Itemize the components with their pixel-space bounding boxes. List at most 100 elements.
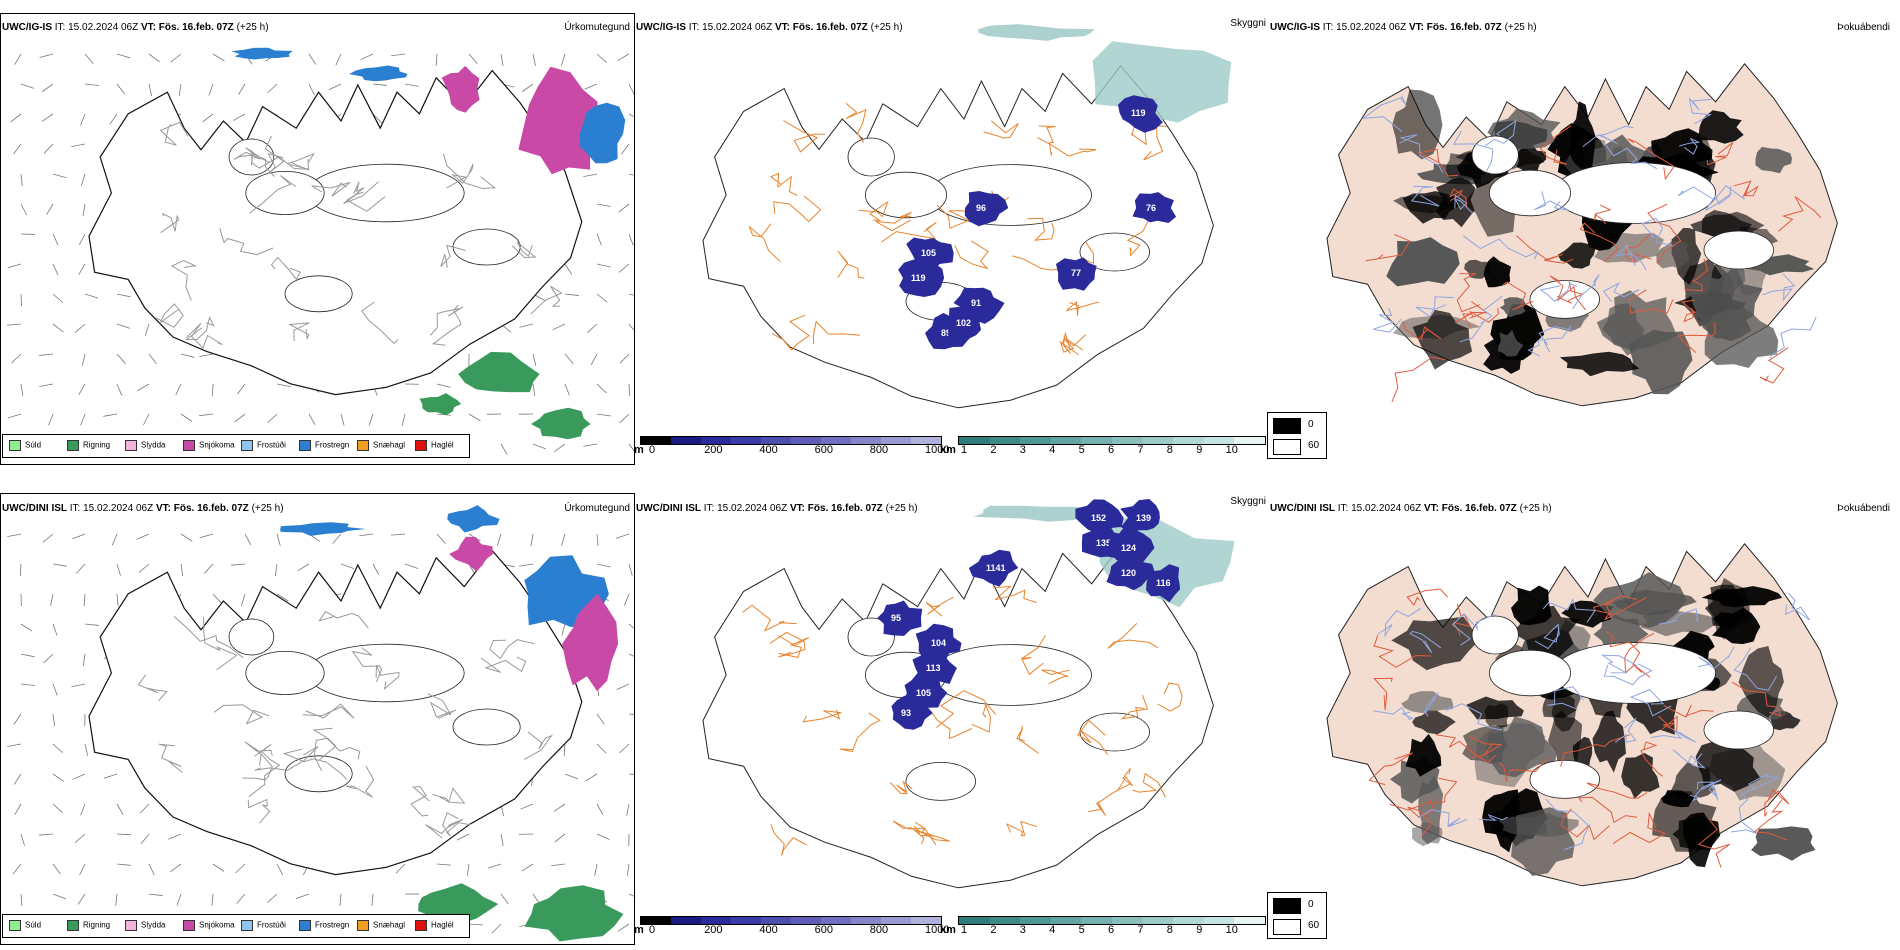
visibility-scale-step [1081,917,1112,924]
cloud-base-label: 116 [1156,578,1171,588]
lead-time: (+25 h) [1519,503,1552,514]
height-scale-tick: 0 [649,924,656,936]
legend-label: Slydda [141,440,166,450]
lead-time: (+25 h) [251,503,284,514]
cloud-base-label: 152 [1091,513,1106,523]
row1-cloud-header: UWC/IG-IS IT: 15.02.2024 06Z VT: Fös. 16… [636,22,903,33]
cloud-panel-title: Skyggni [1230,496,1266,507]
lead-time: (+25 h) [236,22,269,33]
fog-swatch-60 [1273,919,1301,935]
height-scale-step [761,437,791,444]
visibility-scale-tick: 8 [1166,444,1173,456]
fog-panel-title: Þokuábendi [1837,503,1890,514]
cloud-base-label: 95 [891,613,901,623]
lead-time: (+25 h) [870,22,903,33]
legend-label: Frostregn [315,920,350,930]
vt-value: Fös. 16.feb. 07Z [158,22,234,33]
legend-swatch [415,440,427,451]
vt-label: VT: [140,22,156,33]
cloud-map: 95 104 113 105 93 1141 152 135 124 120 116 139 [702,499,1235,889]
model-name: UWC/IG-IS [2,22,52,33]
precip-legend: Súld Rigning Slydda Snjókoma Frostúði Frostre… [2,434,470,458]
fog-label-0: 0 [1308,419,1314,430]
height-scale-step [701,437,731,444]
height-scale-tick: 1000 [925,924,950,936]
it-value: 15.02.2024 06Z [83,503,154,514]
fog-map [1326,63,1838,407]
legend-label: Súld [25,440,42,450]
visibility-scale-step [1142,917,1174,924]
legend-label: Rigning [83,920,111,930]
visibility-scale-tick: 8 [1166,924,1173,936]
legend-swatch [299,440,311,451]
fog-swatch-60 [1273,439,1301,455]
it-value: 15.02.2024 06Z [717,503,788,514]
visibility-scale-tick: 4 [1049,924,1056,936]
it-label: IT: [1337,503,1349,514]
height-scale-step [881,917,911,924]
cloud-base-label: 119 [1131,108,1146,118]
visibility-scale-step [989,917,1021,924]
legend-label: Snæhagl [373,920,406,930]
visibility-scale-step [959,437,990,444]
visibility-scale-tick: 9 [1196,924,1203,936]
it-value: 15.02.2024 06Z [1336,22,1407,33]
visibility-scale-step [1173,437,1204,444]
vt-label: VT: [789,503,805,514]
vt-label: VT: [155,503,171,514]
model-name: UWC/DINI ISL [2,503,67,514]
height-scale-tick: 200 [704,924,723,936]
height-scale-tick: 800 [869,444,889,456]
height-scale-tick: 600 [814,444,833,456]
visibility-scale-step [989,437,1021,444]
visibility-scale-step [1081,437,1112,444]
legend-item: Frostúði [241,440,286,452]
legend-label: Snæhagl [373,440,406,450]
row2-cloud-header: UWC/DINI ISL IT: 15.02.2024 06Z VT: Fös.… [636,503,918,514]
visibility-scale-tick: 2 [990,444,997,456]
visibility-scale-tick: 3 [1019,444,1026,456]
visibility-scale-tick: 9 [1196,444,1203,456]
height-scale-step [731,437,761,444]
height-scale-step [791,917,821,924]
it-label: IT: [1322,22,1334,33]
height-scale-step [671,917,701,924]
height-scale-step [821,437,851,444]
precip-legend: Súld Rigning Slydda Snjókoma Frostúði Frostre… [2,914,470,938]
cloud-base-label: 102 [956,318,971,328]
fog-swatch-0 [1273,898,1301,914]
model-name: UWC/DINI ISL [1270,503,1335,514]
it-label: IT: [703,503,715,514]
it-value: 15.02.2024 06Z [68,22,139,33]
visibility-scale-step [1203,437,1235,444]
fog-label-60: 60 [1308,440,1320,451]
height-scale-unit: m [634,444,644,456]
row1-fog-panel: Þokuábendi [1268,13,1900,433]
precip-panel-title: Úrkomutegund [564,503,630,514]
vt-value: Fös. 16.feb. 07Z [1441,503,1517,514]
height-scale-tick: 1000 [925,444,950,456]
row2-fog-panel: Þokuábendi [1268,493,1900,913]
visibility-scale-unit: km [940,924,956,936]
height-scale-step [701,917,731,924]
height-scale-step [821,917,851,924]
legend-swatch [183,440,195,451]
fog-legend: 0 60 [1267,892,1327,939]
legend-label: Rigning [83,440,111,450]
fog-legend: 0 60 [1267,412,1327,459]
legend-swatch [125,920,137,931]
cloud-base-label: 135 [1096,538,1111,548]
visibility-scale-step [1173,917,1204,924]
legend-swatch [67,440,79,451]
height-scale-bar [640,436,942,445]
height-scale-step [881,437,911,444]
visibility-scale-step [1234,917,1265,924]
height-scale-step [731,917,761,924]
cloud-base-label: 93 [901,708,911,718]
legend-item: Frostregn [299,440,349,452]
height-scale-step [851,917,881,924]
model-name: UWC/IG-IS [636,22,686,33]
visibility-scale-step [1142,437,1174,444]
height-scale-step [671,437,701,444]
legend-item: Slydda [125,920,165,932]
